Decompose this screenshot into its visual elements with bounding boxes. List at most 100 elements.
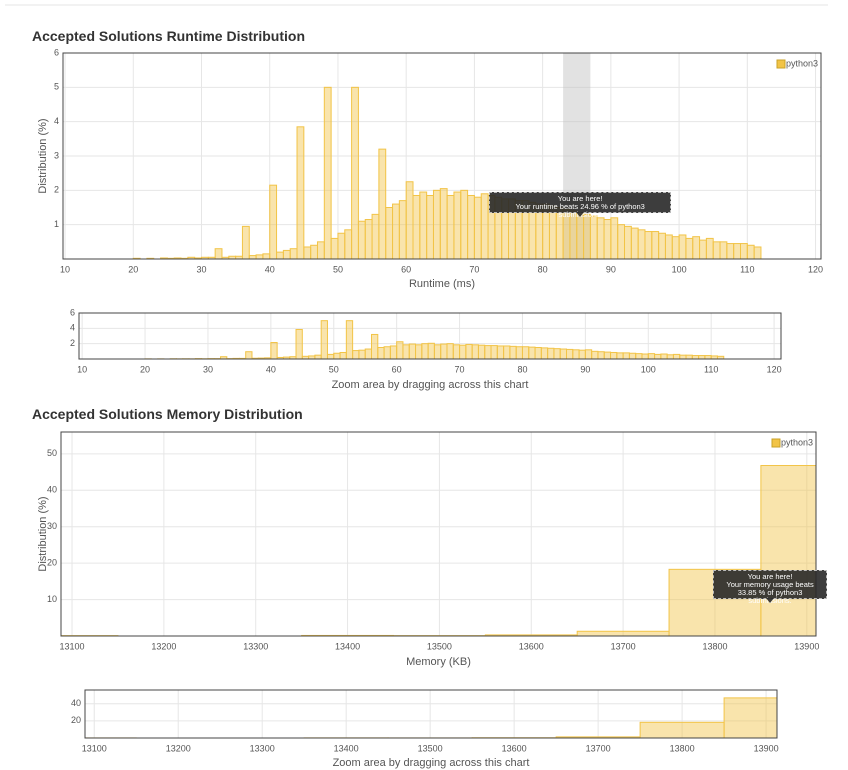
bar: [553, 348, 561, 359]
tooltip-text: Your runtime beats 24.96 % of python3 su…: [515, 202, 645, 219]
bar: [289, 248, 298, 259]
bar: [603, 351, 612, 359]
x-tick-label: 60: [401, 264, 411, 274]
chart-title: Accepted Solutions Runtime Distribution: [32, 28, 305, 44]
bar: [576, 212, 585, 259]
y-tick-label: 2: [54, 185, 59, 195]
bar: [534, 347, 542, 359]
x-tick-label: 30: [196, 264, 206, 274]
x-tick-label: 13400: [335, 641, 360, 651]
bar: [351, 86, 359, 259]
bar: [622, 352, 630, 359]
x-tick-label: 13500: [418, 743, 443, 753]
x-axis-title: Runtime (ms): [409, 278, 475, 290]
bar: [726, 243, 735, 259]
bar: [509, 345, 517, 359]
bar: [716, 355, 725, 359]
navigator-caption: Zoom area by dragging across this chart: [333, 757, 530, 769]
x-tick-label: 13300: [243, 641, 268, 651]
bar: [241, 225, 250, 259]
bar: [364, 219, 373, 259]
legend-label: python3: [781, 437, 813, 447]
x-tick-label: 13900: [754, 743, 779, 753]
bar: [439, 188, 448, 259]
bar: [392, 203, 400, 259]
plot-border: [84, 689, 778, 739]
bar: [377, 347, 385, 359]
bar: [383, 346, 391, 359]
y-tick-label: 40: [47, 485, 57, 495]
plot-border: [60, 431, 817, 637]
plot-border: [78, 312, 782, 360]
navigator-caption: Zoom area by dragging across this chart: [332, 379, 529, 391]
bar: [733, 243, 741, 259]
bar: [419, 191, 428, 259]
bar: [452, 344, 461, 359]
x-tick-label: 13300: [250, 743, 275, 753]
bar: [660, 353, 668, 359]
x-tick-label: 100: [672, 264, 687, 274]
x-tick-label: 80: [538, 264, 548, 274]
y-tick-label: 3: [54, 150, 59, 160]
bar: [412, 194, 421, 259]
bar: [303, 246, 312, 259]
x-tick-label: 50: [329, 364, 339, 374]
bar: [477, 344, 486, 359]
y-tick-label: 50: [47, 448, 57, 458]
bar: [712, 241, 721, 259]
x-tick-label: 13100: [60, 641, 85, 651]
x-tick-label: 10: [77, 364, 87, 374]
bar: [617, 224, 626, 259]
plot-area: [132, 53, 762, 259]
tooltip-text: Your memory usage beats 33.85 % of pytho…: [726, 580, 814, 605]
bar: [576, 630, 670, 636]
bar: [699, 239, 707, 259]
plot-area: [61, 465, 816, 636]
x-tick-label: 120: [767, 364, 782, 374]
bar: [460, 189, 469, 259]
bar: [547, 347, 555, 359]
x-tick-label: 13800: [702, 641, 727, 651]
bar: [698, 355, 706, 359]
x-tick-label: 50: [333, 264, 343, 274]
bar: [364, 348, 373, 359]
bar: [685, 354, 693, 359]
y-tick-label: 10: [47, 594, 57, 604]
x-tick-label: 10: [60, 264, 70, 274]
bar: [672, 353, 681, 359]
x-tick-label: 13200: [151, 641, 176, 651]
tooltip-title: You are here!: [747, 572, 793, 581]
legend-label: python3: [786, 58, 818, 68]
bar: [719, 241, 728, 259]
bar: [647, 353, 656, 359]
tooltip: You are here! Your runtime beats 24.96 % …: [489, 192, 672, 219]
bar: [248, 255, 257, 259]
y-tick-label: 40: [71, 698, 81, 708]
bar: [323, 86, 332, 259]
x-tick-label: 40: [266, 364, 276, 374]
bar: [490, 345, 498, 359]
bar: [658, 232, 666, 259]
bar: [589, 215, 598, 259]
bar: [471, 344, 479, 359]
y-tick-label: 2: [70, 338, 75, 348]
x-tick-label: 110: [740, 264, 754, 274]
y-tick-label: 20: [47, 558, 57, 568]
bar: [371, 213, 380, 259]
x-tick-label: 70: [469, 264, 479, 274]
bar: [357, 220, 366, 259]
bar: [664, 234, 673, 259]
bar: [282, 249, 291, 259]
x-tick-label: 20: [128, 264, 138, 274]
x-tick-label: 13500: [427, 641, 452, 651]
legend-swatch: [776, 59, 786, 69]
x-tick-label: 13100: [82, 743, 107, 753]
bar: [651, 231, 660, 259]
bar: [654, 353, 662, 359]
bar: [255, 254, 264, 259]
bar: [666, 354, 674, 359]
bar: [572, 349, 580, 359]
bar: [496, 345, 505, 359]
